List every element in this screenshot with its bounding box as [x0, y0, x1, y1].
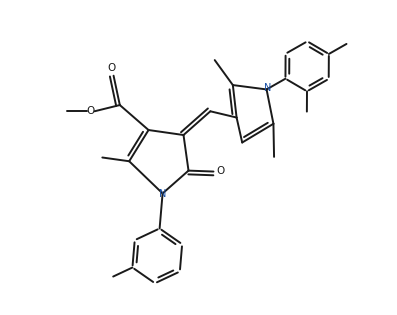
Text: O: O: [107, 63, 115, 73]
Text: O: O: [217, 166, 225, 176]
Text: N: N: [159, 189, 166, 199]
Text: N: N: [264, 83, 271, 93]
Text: O: O: [87, 106, 95, 116]
